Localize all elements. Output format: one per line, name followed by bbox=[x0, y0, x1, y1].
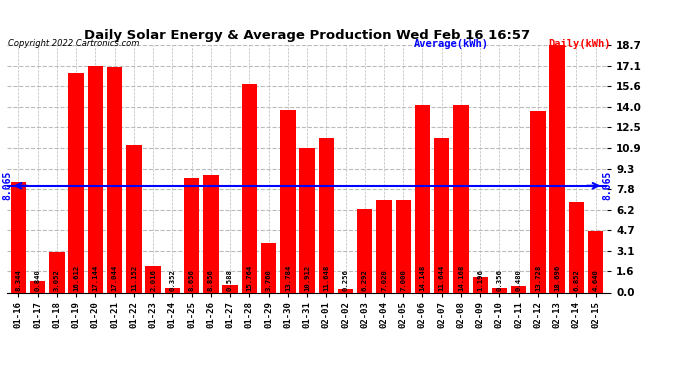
Text: 4.640: 4.640 bbox=[593, 270, 599, 291]
Text: 2.016: 2.016 bbox=[150, 270, 156, 291]
Bar bbox=[492, 288, 507, 292]
Text: 0.588: 0.588 bbox=[227, 270, 233, 291]
Bar bbox=[241, 84, 257, 292]
Bar bbox=[126, 145, 141, 292]
Text: Average(kWh): Average(kWh) bbox=[414, 39, 489, 50]
Text: 18.696: 18.696 bbox=[554, 265, 560, 291]
Text: 6.292: 6.292 bbox=[362, 270, 368, 291]
Text: 11.648: 11.648 bbox=[324, 265, 329, 291]
Text: 0.840: 0.840 bbox=[34, 270, 41, 291]
Bar bbox=[338, 289, 353, 292]
Bar bbox=[299, 148, 315, 292]
Text: 8.065: 8.065 bbox=[2, 171, 12, 201]
Text: 6.852: 6.852 bbox=[573, 270, 580, 291]
Bar bbox=[30, 281, 46, 292]
Bar bbox=[68, 73, 84, 292]
Text: 3.052: 3.052 bbox=[54, 270, 60, 291]
Text: 8.656: 8.656 bbox=[188, 270, 195, 291]
Text: 1.196: 1.196 bbox=[477, 270, 483, 291]
Text: 11.152: 11.152 bbox=[131, 265, 137, 291]
Bar bbox=[549, 45, 565, 292]
Text: 17.144: 17.144 bbox=[92, 265, 99, 291]
Bar bbox=[588, 231, 603, 292]
Text: 13.784: 13.784 bbox=[285, 265, 290, 291]
Text: 15.764: 15.764 bbox=[246, 265, 253, 291]
Text: Daily(kWh): Daily(kWh) bbox=[549, 39, 611, 50]
Bar bbox=[453, 105, 469, 292]
Text: 8.065: 8.065 bbox=[602, 171, 612, 201]
Bar bbox=[415, 105, 430, 292]
Bar bbox=[11, 182, 26, 292]
Text: 14.168: 14.168 bbox=[458, 265, 464, 291]
Title: Daily Solar Energy & Average Production Wed Feb 16 16:57: Daily Solar Energy & Average Production … bbox=[84, 30, 530, 42]
Text: 0.480: 0.480 bbox=[515, 270, 522, 291]
Bar bbox=[165, 288, 180, 292]
Bar bbox=[88, 66, 103, 292]
Bar bbox=[146, 266, 161, 292]
Bar bbox=[569, 202, 584, 292]
Text: 14.148: 14.148 bbox=[420, 265, 426, 291]
Bar bbox=[530, 111, 546, 292]
Text: 8.856: 8.856 bbox=[208, 270, 214, 291]
Text: 7.000: 7.000 bbox=[400, 270, 406, 291]
Text: 7.020: 7.020 bbox=[381, 270, 387, 291]
Bar bbox=[222, 285, 238, 292]
Text: 13.728: 13.728 bbox=[535, 265, 541, 291]
Bar bbox=[434, 138, 449, 292]
Text: 8.344: 8.344 bbox=[15, 270, 21, 291]
Bar bbox=[376, 200, 392, 292]
Bar bbox=[184, 178, 199, 292]
Bar bbox=[473, 277, 488, 292]
Bar bbox=[261, 243, 276, 292]
Text: 3.760: 3.760 bbox=[266, 270, 272, 291]
Text: 0.352: 0.352 bbox=[169, 270, 175, 291]
Text: 10.912: 10.912 bbox=[304, 265, 310, 291]
Text: 17.044: 17.044 bbox=[112, 265, 118, 291]
Text: Copyright 2022 Cartronics.com: Copyright 2022 Cartronics.com bbox=[8, 39, 139, 48]
Bar bbox=[203, 175, 219, 292]
Bar bbox=[395, 200, 411, 292]
Bar bbox=[319, 138, 334, 292]
Text: 16.612: 16.612 bbox=[73, 265, 79, 291]
Bar bbox=[49, 252, 65, 292]
Bar bbox=[107, 67, 122, 292]
Text: 0.256: 0.256 bbox=[342, 270, 348, 291]
Text: 0.356: 0.356 bbox=[496, 270, 502, 291]
Bar bbox=[511, 286, 526, 292]
Bar bbox=[280, 110, 295, 292]
Bar bbox=[357, 209, 373, 292]
Text: 11.644: 11.644 bbox=[439, 265, 445, 291]
